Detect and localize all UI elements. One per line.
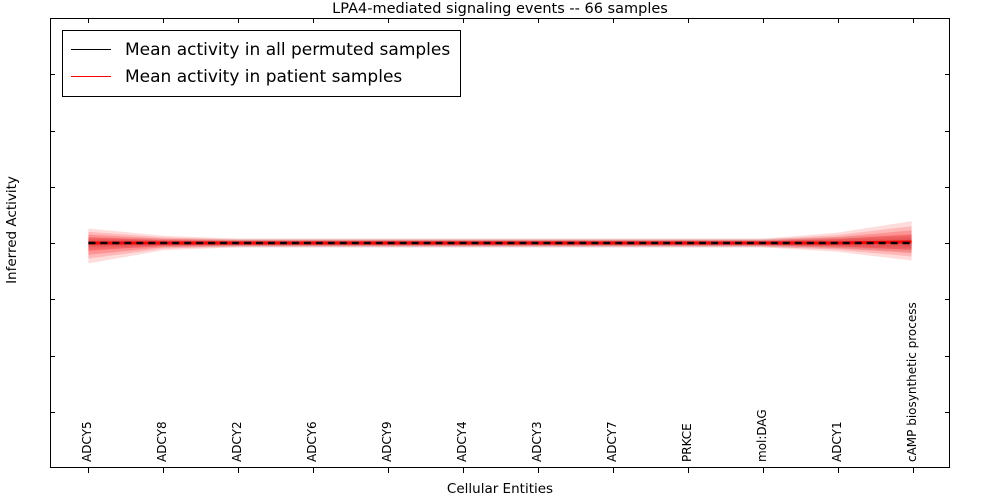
x-tick-mark [237, 468, 239, 473]
x-tick-label: PRKCE [679, 423, 694, 462]
y-tick-mark [945, 355, 950, 357]
x-axis-label: Cellular Entities [446, 481, 554, 497]
x-tick-mark [912, 468, 914, 473]
y-tick-mark [50, 299, 55, 301]
x-tick-label: ADCY1 [829, 421, 844, 462]
x-tick-label: mol:DAG [754, 409, 769, 462]
x-tick-mark [612, 18, 614, 23]
y-axis-label: Inferred Activity [4, 176, 20, 284]
legend-entry[interactable]: Mean activity in all permuted samples [71, 36, 450, 63]
y-tick-mark [50, 411, 55, 413]
x-tick-mark [537, 468, 539, 473]
page-title: LPA4-mediated signaling events -- 66 sam… [332, 1, 668, 17]
legend-label: Mean activity in all permuted samples [125, 39, 451, 60]
y-tick-mark [50, 130, 55, 132]
x-tick-label: ADCY8 [154, 421, 169, 462]
x-tick-mark [162, 468, 164, 473]
x-tick-mark [462, 468, 464, 473]
y-tick-mark [50, 243, 55, 244]
x-tick-mark [462, 18, 464, 23]
x-tick-mark [237, 18, 239, 23]
y-tick-mark [50, 74, 55, 76]
x-tick-mark [687, 18, 689, 23]
y-tick-mark [945, 186, 950, 188]
y-tick-mark [945, 299, 950, 301]
y-tick-mark [945, 243, 950, 244]
x-tick-label: ADCY2 [229, 421, 244, 462]
y-tick-mark [50, 355, 55, 357]
x-tick-label: ADCY6 [304, 421, 319, 462]
x-tick-label: ADCY7 [604, 421, 619, 462]
x-tick-mark [312, 18, 314, 23]
x-tick-mark [387, 18, 389, 23]
x-tick-mark [87, 468, 89, 473]
x-tick-mark [687, 468, 689, 473]
x-tick-label: ADCY3 [529, 421, 544, 462]
x-tick-mark [87, 18, 89, 23]
x-tick-mark [762, 18, 764, 23]
legend-entry[interactable]: Mean activity in patient samples [71, 63, 450, 90]
x-tick-label: ADCY5 [79, 421, 94, 462]
legend-label: Mean activity in patient samples [125, 66, 403, 87]
y-tick-mark [945, 130, 950, 132]
x-tick-mark [162, 18, 164, 23]
legend-line-icon [71, 49, 111, 50]
x-tick-label: ADCY4 [454, 421, 469, 462]
x-tick-mark [837, 468, 839, 473]
x-tick-mark [912, 18, 914, 23]
chart-legend: Mean activity in all permuted samples Mea… [62, 30, 462, 97]
y-tick-mark [945, 411, 950, 413]
plot-area [50, 18, 950, 468]
x-tick-mark [762, 468, 764, 473]
plot-canvas [88, 221, 912, 264]
x-tick-label: cAMP biosynthetic process [904, 302, 919, 462]
legend-line-icon [71, 76, 111, 77]
x-tick-label: ADCY9 [379, 421, 394, 462]
x-tick-mark [312, 468, 314, 473]
y-tick-mark [945, 74, 950, 76]
x-tick-mark [537, 18, 539, 23]
x-tick-mark [837, 18, 839, 23]
x-tick-mark [387, 468, 389, 473]
y-tick-mark [50, 186, 55, 188]
x-tick-mark [612, 468, 614, 473]
